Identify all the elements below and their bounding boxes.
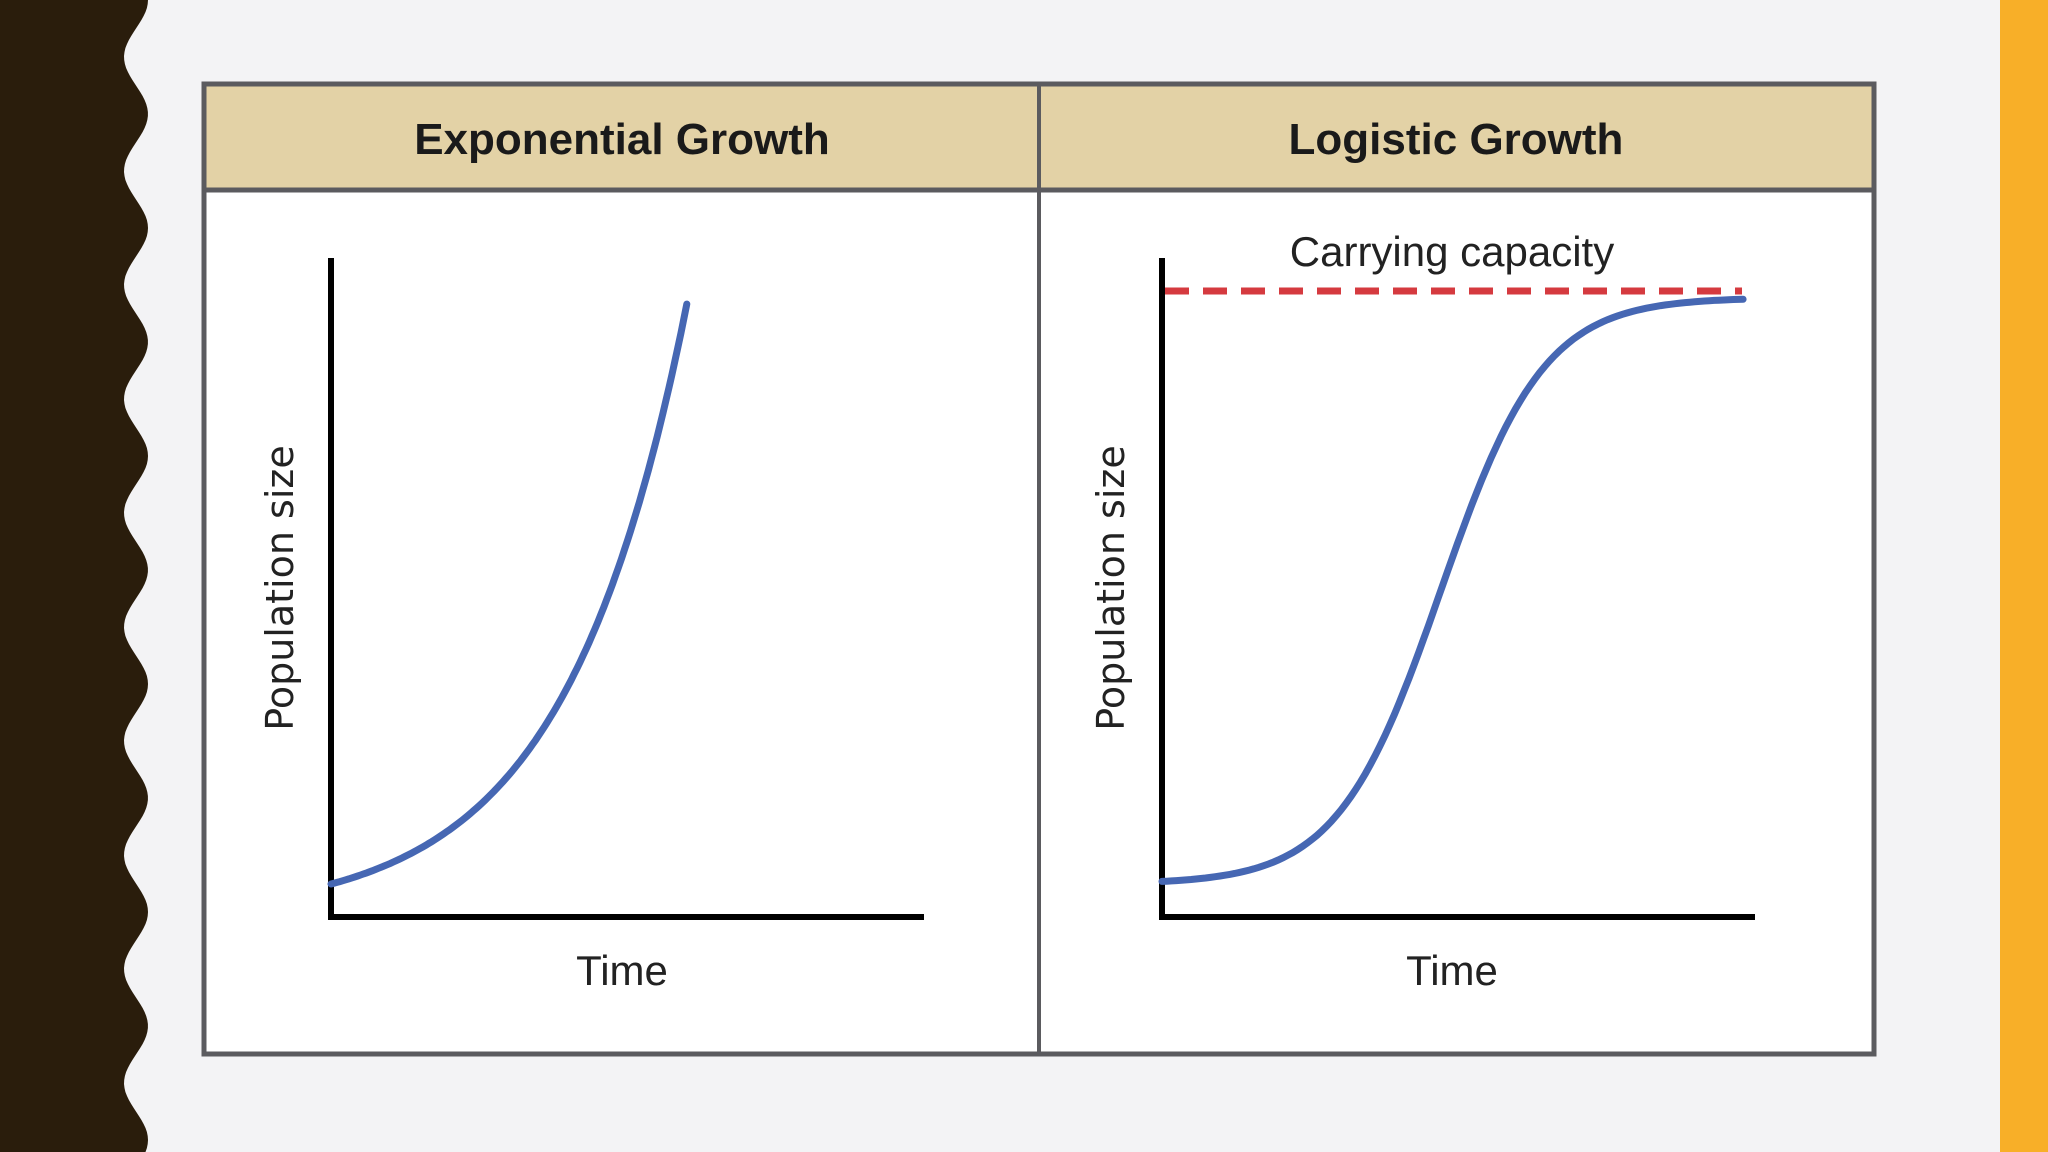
y-axis-label-logistic: Population size [1089, 445, 1133, 730]
series-line-logistic [1158, 295, 1747, 885]
growth-figure: Exponential Growth Logistic Growth Time … [201, 81, 1877, 1057]
header-exponential [204, 84, 1039, 190]
figure-frame [201, 81, 1877, 1057]
series-line-exponential [327, 300, 691, 888]
header-logistic [1039, 84, 1874, 190]
y-axis-label-exponential: Population size [258, 445, 302, 730]
carrying-capacity-label: Carrying capacity [1290, 228, 1614, 275]
logistic-chart: Carrying capacity Time Population size [1089, 228, 1755, 994]
right-decorative-band [2000, 0, 2048, 1152]
x-axis-label-exponential: Time [576, 947, 668, 994]
left-decorative-band [0, 0, 148, 1152]
exponential-chart: Time Population size [258, 258, 924, 994]
chart-title-logistic: Logistic Growth [1289, 115, 1624, 164]
x-axis-label-logistic: Time [1406, 947, 1498, 994]
chart-title-exponential: Exponential Growth [414, 115, 830, 164]
